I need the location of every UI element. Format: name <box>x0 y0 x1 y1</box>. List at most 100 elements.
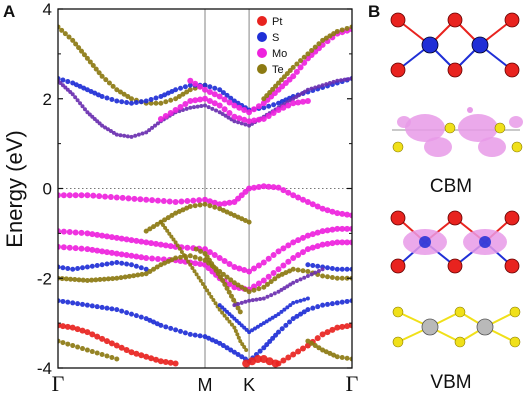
band-point <box>305 338 311 344</box>
band-point <box>324 240 331 247</box>
band-point <box>251 106 257 113</box>
band-point <box>273 332 279 338</box>
band-point <box>202 82 208 88</box>
band-point <box>167 359 174 366</box>
band-point <box>138 238 145 245</box>
band-point <box>187 77 194 84</box>
band-point <box>114 307 120 313</box>
band-22 <box>217 296 310 335</box>
x-tick-label: M <box>198 375 213 395</box>
band-point <box>211 91 218 98</box>
band-20 <box>305 338 352 362</box>
band-point <box>247 123 252 128</box>
band-point <box>285 258 292 265</box>
band-point <box>167 243 174 250</box>
band-point <box>100 123 105 128</box>
band-point <box>232 325 237 330</box>
band-point <box>302 89 307 94</box>
band-point <box>128 237 135 244</box>
band-point <box>206 105 211 110</box>
band-point <box>65 341 71 347</box>
band-point <box>129 100 134 106</box>
band-8 <box>143 201 252 234</box>
band-point <box>147 269 153 275</box>
band-point <box>197 202 203 208</box>
band-point <box>70 266 76 272</box>
legend-marker <box>257 16 267 26</box>
band-point <box>329 240 336 247</box>
band-point <box>264 342 270 348</box>
band-point <box>220 90 226 96</box>
band-point <box>139 271 145 277</box>
band-point <box>251 184 257 191</box>
band-point <box>266 103 272 109</box>
structure-cbm <box>392 107 523 157</box>
band-point <box>224 345 230 351</box>
band-point <box>182 330 188 336</box>
band-point <box>276 312 281 317</box>
band-point <box>210 106 215 111</box>
band-point <box>222 313 227 318</box>
band-point <box>329 266 335 272</box>
band-point <box>126 273 132 279</box>
band-point <box>75 98 80 103</box>
band-point <box>261 105 267 111</box>
band-point <box>133 237 140 244</box>
band-point <box>285 305 290 310</box>
band-4 <box>187 26 352 116</box>
band-point <box>226 281 233 288</box>
band-point <box>80 277 86 283</box>
band-point <box>275 248 282 255</box>
band-point <box>287 67 293 73</box>
band-point <box>342 77 347 82</box>
band-point <box>331 79 336 84</box>
band-point <box>133 313 139 319</box>
band-point <box>173 255 179 261</box>
band-point <box>316 268 321 273</box>
band-point <box>334 210 341 217</box>
band-point <box>60 244 67 251</box>
band-point <box>302 297 307 302</box>
band-point <box>78 192 85 199</box>
band-point <box>314 335 321 342</box>
band-point <box>265 255 272 262</box>
band-point <box>129 311 134 317</box>
band-point <box>267 317 272 322</box>
band-point <box>246 268 253 275</box>
band-point <box>149 197 156 204</box>
band-point <box>275 266 282 273</box>
band-point <box>285 102 292 109</box>
band-point <box>94 350 100 356</box>
band-point <box>205 288 210 293</box>
band-point <box>76 45 82 51</box>
band-point <box>87 59 93 65</box>
band-point <box>295 99 302 106</box>
band-point <box>194 272 199 277</box>
band-point <box>163 99 169 105</box>
band-point <box>131 195 138 202</box>
band-point <box>283 322 289 328</box>
band-point <box>320 267 325 272</box>
band-point <box>155 121 160 126</box>
band-point <box>279 309 284 314</box>
band-point <box>285 189 292 196</box>
band-point <box>202 95 208 102</box>
band-point <box>241 116 248 123</box>
band-point <box>339 225 346 232</box>
band-point <box>169 234 174 239</box>
band-point <box>217 87 223 93</box>
band-point <box>261 296 266 301</box>
band-point <box>298 58 304 64</box>
band-point <box>320 273 326 279</box>
band-point <box>188 262 193 267</box>
band-point <box>60 228 67 235</box>
band-point <box>257 348 263 354</box>
band-19 <box>58 338 120 362</box>
band-point <box>99 335 106 342</box>
band-point <box>349 225 352 232</box>
band-point <box>90 63 96 69</box>
band-point <box>275 184 282 191</box>
band-point <box>125 94 131 100</box>
band-point <box>108 129 113 134</box>
band-point <box>316 345 322 351</box>
